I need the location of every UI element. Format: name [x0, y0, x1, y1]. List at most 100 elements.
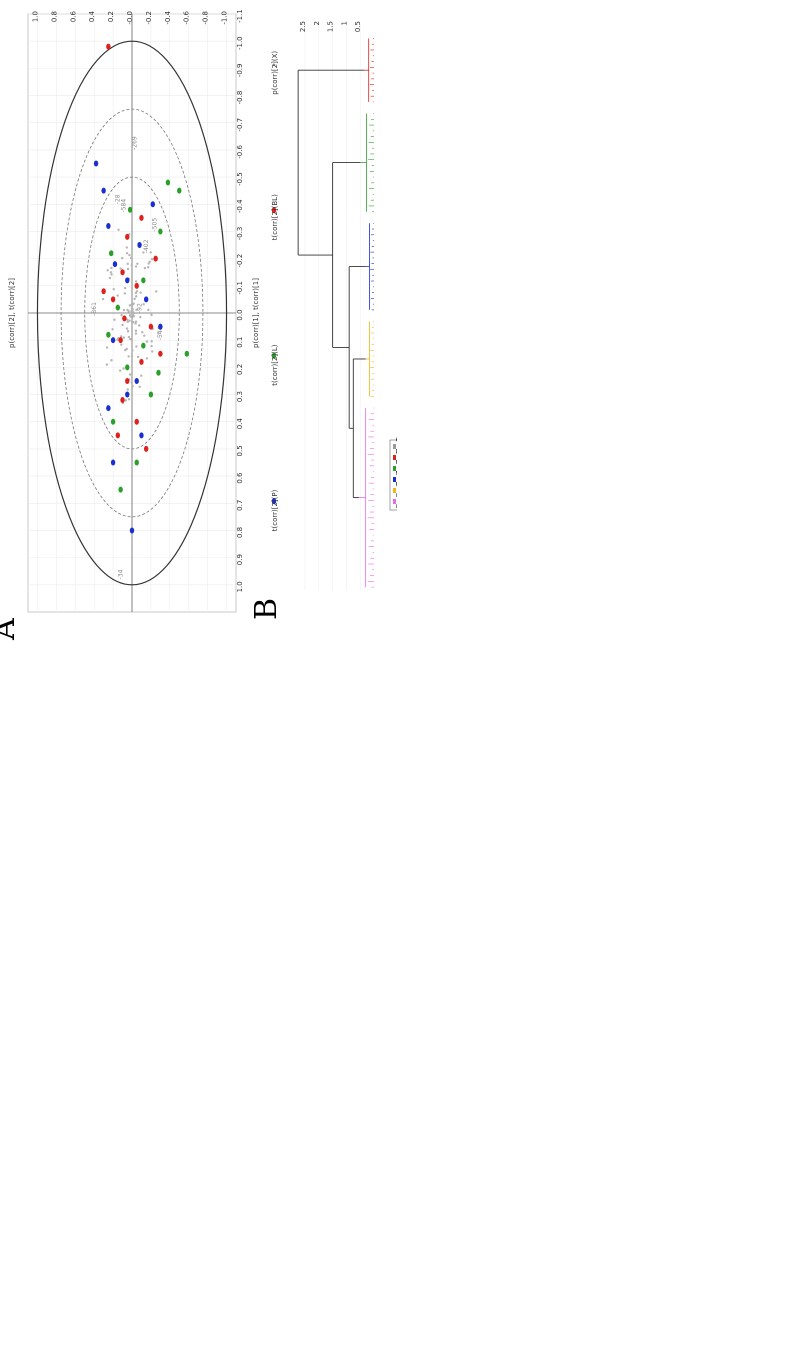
loading-point	[141, 331, 144, 334]
loading-point	[119, 267, 122, 270]
plot-a: -1.1 -1.0 -0.9 -0.8 -0.7 -0.6 -0.5 -0.4 -0.3 -0.2…	[0, 9, 279, 641]
loading-point	[134, 295, 138, 298]
loading-point	[134, 280, 138, 283]
loading-point	[126, 262, 129, 266]
loading-point	[136, 355, 140, 359]
loading-point	[106, 269, 109, 272]
data-point	[106, 43, 111, 50]
loading-point	[129, 256, 133, 260]
loading-point	[151, 350, 154, 353]
loading-point	[110, 273, 113, 276]
data-point	[139, 432, 144, 439]
y-tick-label: 0.2	[107, 11, 115, 22]
data-point	[153, 255, 158, 262]
x-tick-label: 0.4	[236, 418, 244, 430]
y-tick-label: 1.0	[31, 11, 39, 22]
data-point	[112, 261, 118, 268]
legend-marker	[271, 498, 277, 505]
loading-point	[126, 388, 129, 391]
x-tick-label: 0.6	[236, 472, 244, 484]
data-point	[148, 323, 154, 330]
data-point	[137, 242, 142, 249]
loading-point	[126, 318, 129, 321]
loading-point	[149, 251, 152, 254]
loading-point	[130, 307, 134, 310]
legend-label: t(corr)[2](BL)	[271, 194, 279, 240]
loading-point	[140, 374, 143, 377]
loading-point	[134, 320, 138, 323]
data-point	[118, 337, 123, 344]
loading-point	[130, 381, 133, 384]
legend-swatch	[393, 488, 396, 493]
data-point	[158, 350, 163, 357]
loading-point	[134, 329, 138, 332]
data-point	[125, 391, 130, 398]
data-point	[141, 342, 146, 349]
x-tick-label: 0.8	[236, 527, 244, 538]
height-tick-label: 0.5	[354, 21, 362, 32]
loading-point	[150, 257, 154, 261]
point-label: -34	[118, 569, 125, 579]
loading-point	[122, 308, 126, 312]
inner-dashed-circle	[84, 176, 180, 450]
x-tick-label: -0.7	[236, 118, 244, 132]
loading-point	[148, 260, 151, 263]
point-label: -505	[152, 218, 159, 232]
loading-point	[135, 308, 138, 311]
loading-point	[110, 359, 113, 362]
loading-point	[143, 334, 146, 337]
data-point	[125, 364, 130, 371]
loading-point	[134, 291, 138, 295]
point-label: -92	[136, 303, 143, 313]
height-tick-label: 1	[340, 21, 348, 25]
data-point	[106, 223, 111, 230]
legend-label: Group 3	[395, 459, 397, 487]
loading-point	[150, 340, 153, 343]
panel-a: -1.1 -1.0 -0.9 -0.8 -0.7 -0.6 -0.5 -0.4 -0.3 -0.2…	[0, 0, 397, 678]
loading-point	[121, 323, 124, 327]
x-tick-label: 0.1	[236, 337, 244, 348]
loading-point	[122, 367, 125, 370]
x-tick-label: -0.4	[236, 199, 244, 213]
legend-label: Group 1	[395, 437, 397, 465]
point-label: -269	[132, 136, 139, 150]
data-point	[156, 369, 161, 376]
loading-point	[109, 271, 113, 274]
loading-point	[123, 286, 127, 290]
y-tick-label: 0.4	[88, 10, 96, 22]
y-tick-label: -0.2	[145, 11, 153, 25]
loading-point	[122, 336, 126, 339]
loading-point	[155, 290, 158, 293]
data-point	[115, 432, 121, 439]
legend-marker	[271, 207, 277, 214]
panel-f: -1.1 -1.0 -0.9 -0.8 -0.7 -0.6 -0.5 -0.4 -0.3 -0.2…	[0, 0, 397, 678]
data-point	[143, 445, 149, 452]
data-point	[115, 304, 121, 311]
y-tick-label: -0.6	[183, 10, 191, 24]
loading-point	[150, 344, 153, 348]
legend-label: Group 4	[395, 469, 397, 498]
data-point	[101, 288, 106, 295]
loading-point	[128, 313, 132, 317]
loading-point	[105, 363, 109, 366]
x-tick-label: -0.3	[236, 227, 244, 241]
y-axis-title: p(corr)[2], t(corr)[2]	[8, 278, 16, 348]
legend-label: Group 2	[395, 448, 397, 476]
y-tick-label: -0.0	[126, 11, 134, 25]
loading-point	[128, 253, 131, 257]
loading-point	[147, 308, 150, 312]
loading-point	[127, 310, 130, 313]
x-tick-label: -0.8	[236, 91, 244, 105]
inner-dashed-circle	[60, 108, 204, 518]
loading-point	[128, 373, 132, 376]
x-tick-label: 0.9	[236, 554, 244, 565]
loading-point	[134, 332, 138, 335]
panel-letter: A	[0, 618, 22, 641]
loading-point	[120, 314, 123, 317]
loading-point	[126, 330, 130, 333]
loading-point	[135, 290, 139, 293]
legend-swatch	[393, 477, 396, 482]
loading-point	[125, 347, 128, 351]
